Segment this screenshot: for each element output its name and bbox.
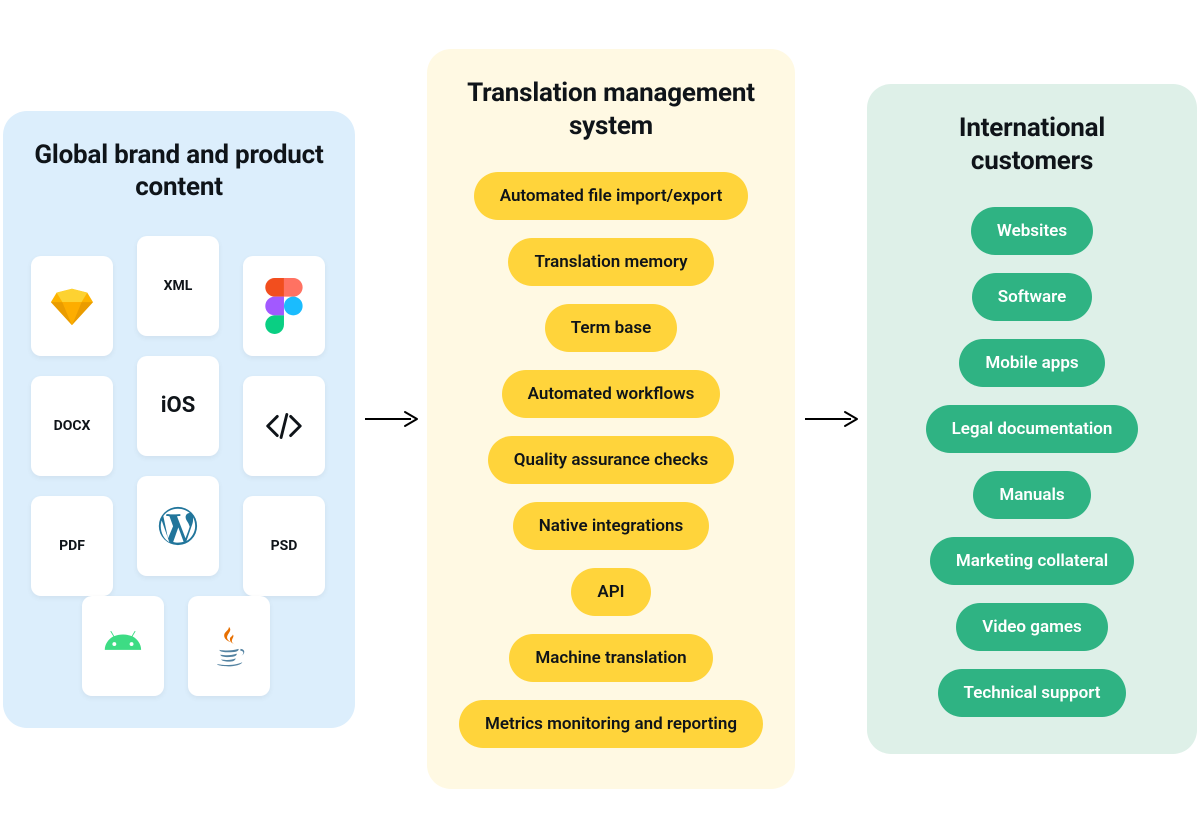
card-docx: DOCX (31, 376, 113, 476)
card-wordpress (137, 476, 219, 576)
pill-tms: API (571, 568, 650, 616)
figma-icon (261, 278, 307, 334)
card-label: PSD (271, 538, 298, 554)
pill-customer: Manuals (973, 471, 1090, 519)
card-label: XML (164, 278, 193, 294)
customers-pill-column: Websites Software Mobile apps Legal docu… (887, 207, 1177, 717)
card-code (243, 376, 325, 476)
pill-customer: Software (972, 273, 1093, 321)
card-figma (243, 256, 325, 356)
arrow-icon (363, 409, 419, 429)
content-cards-grid: XML DOCX iOS (31, 236, 327, 696)
pill-tms: Automated workflows (502, 370, 721, 418)
pill-tms: Native integrations (513, 502, 709, 550)
tms-pill-column: Automated file import/export Translation… (447, 172, 775, 748)
card-android (82, 596, 164, 696)
pill-customer: Technical support (938, 669, 1127, 717)
arrow-icon (803, 409, 859, 429)
pill-tms: Automated file import/export (474, 172, 749, 220)
card-xml: XML (137, 236, 219, 336)
panel-title-right: International customers (887, 112, 1177, 177)
pill-customer: Mobile apps (959, 339, 1104, 387)
pill-customer: Websites (971, 207, 1093, 255)
card-label: PDF (59, 538, 85, 554)
code-icon (261, 398, 307, 454)
pill-customer: Video games (956, 603, 1107, 651)
card-pdf: PDF (31, 496, 113, 596)
card-java (188, 596, 270, 696)
diagram-root: Global brand and product content XML (3, 49, 1197, 789)
java-icon (206, 618, 252, 674)
card-label: DOCX (54, 418, 91, 434)
panel-global-content: Global brand and product content XML (3, 111, 355, 728)
pill-tms: Term base (545, 304, 678, 352)
pill-customer: Legal documentation (926, 405, 1139, 453)
sketch-icon (49, 278, 95, 334)
panel-tms: Translation management system Automated … (427, 49, 795, 789)
card-sketch (31, 256, 113, 356)
panel-title-left: Global brand and product content (23, 139, 335, 204)
arrow-mid-to-right (803, 409, 859, 429)
card-label: iOS (161, 393, 196, 418)
panel-customers: International customers Websites Softwar… (867, 84, 1197, 754)
pill-tms: Quality assurance checks (488, 436, 734, 484)
arrow-left-to-mid (363, 409, 419, 429)
pill-tms: Metrics monitoring and reporting (459, 700, 763, 748)
card-ios: iOS (137, 356, 219, 456)
pill-tms: Machine translation (509, 634, 712, 682)
panel-title-mid: Translation management system (447, 77, 775, 142)
card-psd: PSD (243, 496, 325, 596)
pill-tms: Translation memory (508, 238, 713, 286)
wordpress-icon (155, 498, 201, 554)
android-icon (100, 618, 146, 674)
pill-customer: Marketing collateral (930, 537, 1134, 585)
